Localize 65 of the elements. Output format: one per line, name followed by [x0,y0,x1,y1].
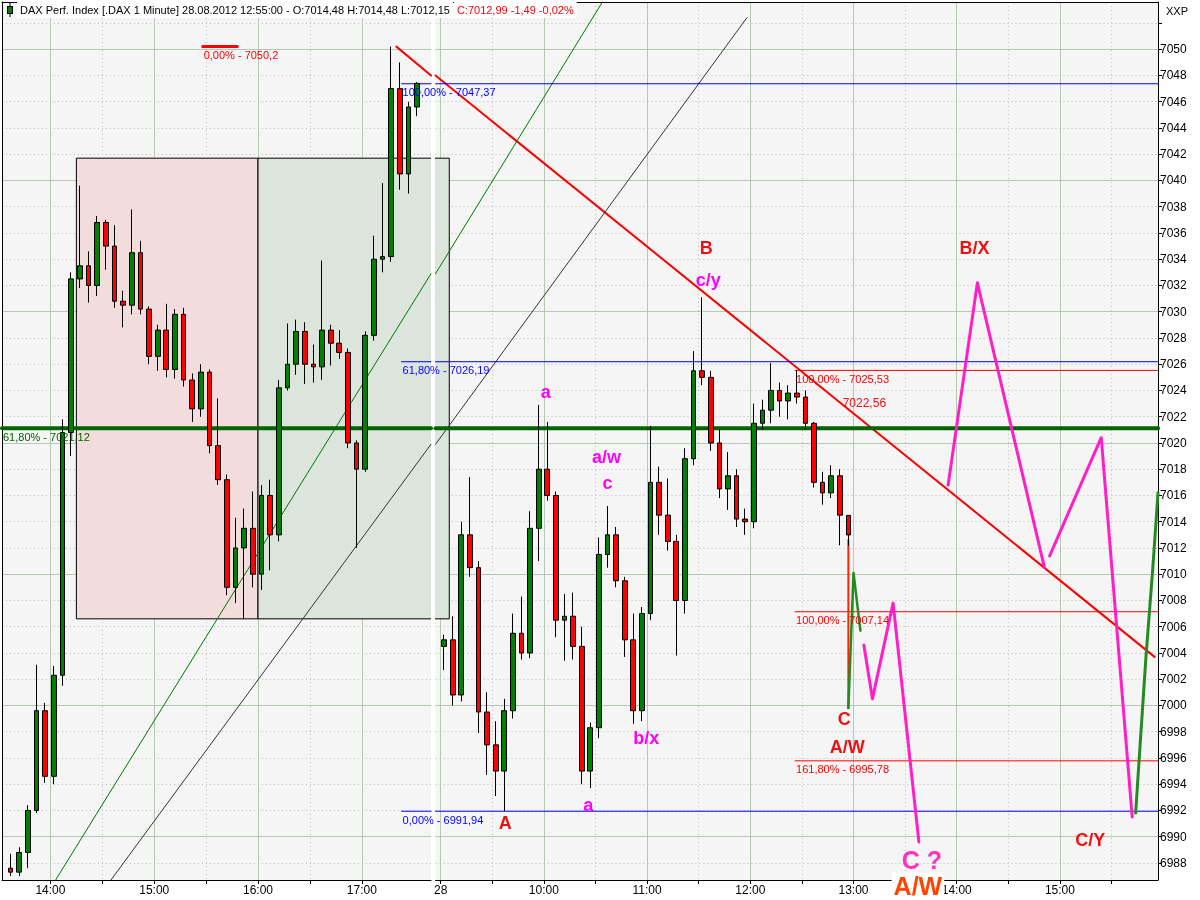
series-label: 0,00% - 6991,94 [402,813,484,826]
x-tick-label: 14:00 [35,883,66,897]
y-tick-label: 7044 [1160,120,1188,135]
y-tick-label: 7048 [1160,68,1188,83]
y-tick-label: 7038 [1160,199,1188,214]
y-tick-label: 7004 [1160,645,1188,660]
y-tick-label: 6996 [1160,750,1188,765]
x-tick-label: 17:00 [346,883,378,897]
x-tick-label: 14:00 [941,883,973,897]
annotation: A [498,813,512,834]
x-tick-label: 12:00 [735,883,766,897]
y-tick-label: 6988 [1160,855,1188,870]
y-tick-label: 7026 [1160,357,1188,372]
y-tick-label: 7036 [1160,225,1188,240]
y-tick-label: 7030 [1160,304,1188,319]
y-tick-label: 7022 [1160,409,1188,424]
x-tick-label: 15:00 [1044,883,1076,897]
y-tick-label: 7042 [1160,147,1188,162]
x-tick-label: 10:00 [528,883,560,897]
annotation: C/Y [1075,830,1106,850]
y-tick-label: 6998 [1160,724,1188,739]
y-tick-label: 7014 [1160,514,1188,529]
y-tick-label: 7032 [1160,278,1188,293]
x-tick-label: 16:00 [243,883,274,897]
x-tick-label: 15:00 [139,883,170,897]
y-tick-label: 7006 [1160,619,1188,634]
annotation: A/W [829,737,865,758]
y-tick-label: 7008 [1160,593,1188,608]
annotation: c/y [695,270,721,291]
y-tick-label: 7000 [1160,698,1188,713]
chart-title: DAX Perf. Index [.DAX 1 Minute] 28.08.2012 12:55:00 - O:7014,48 H:7014,48 L:7012,15 [20,3,450,16]
y-tick-label: 6992 [1160,803,1188,818]
series-label: 61,80% - 7026,19 [402,364,490,377]
annotation: a [540,381,552,402]
y-tick-label: 6994 [1160,777,1188,792]
y-tick-label: 7050 [1160,42,1188,57]
y-tick-label: 7018 [1160,462,1188,477]
y-tick-label: 7002 [1160,672,1188,687]
annotation: C [837,709,851,730]
x-tick-label: 13:00 [838,883,869,897]
series-label: 161,80% - 6995,78 [796,763,890,776]
annotation: a [583,795,595,816]
y-tick-label: 7024 [1160,383,1188,398]
y-tick-label: 7010 [1160,567,1188,582]
annotation: B/X [959,237,990,258]
y-tick-label: 7020 [1160,435,1188,450]
y-tick-label: 6990 [1160,829,1188,844]
chart-title: C:7012,99 -1,49 -0,02% [456,3,574,16]
annotation: 7022,56 [842,396,887,411]
y-tick-label: 7028 [1160,330,1188,345]
y-tick-label: 7046 [1160,94,1188,109]
y-axis-title: XXP [1166,5,1189,17]
y-tick-label: 7034 [1160,252,1188,267]
annotation: c [602,472,613,493]
series-label: 0,00% - 7050,2 [203,49,279,62]
x-tick-label: 28 [433,883,448,897]
annotation: a/w [592,446,623,467]
annotation: A/W [893,871,943,900]
annotation: C ? [901,845,943,874]
x-tick-label: 11:00 [632,883,662,897]
annotation: B [699,238,713,259]
annotation: b/x [633,727,660,748]
y-tick-label: 7016 [1160,488,1188,503]
y-tick-label: 7012 [1160,540,1188,555]
y-tick-label: 7040 [1160,173,1188,188]
